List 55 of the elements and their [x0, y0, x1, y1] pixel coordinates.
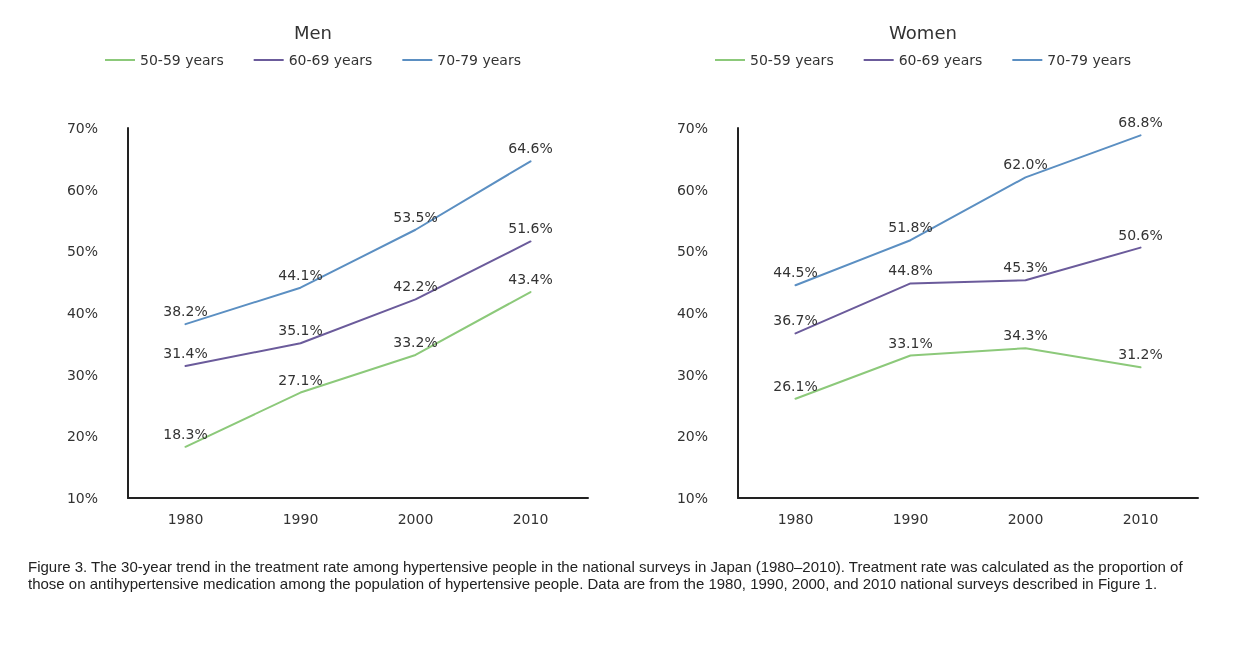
data-label: 42.2%	[393, 278, 438, 295]
data-label: 31.4%	[163, 345, 208, 362]
data-label: 51.8%	[888, 219, 933, 236]
data-label: 33.1%	[888, 334, 933, 351]
data-label: 27.1%	[278, 371, 323, 388]
data-label: 64.6%	[508, 140, 553, 157]
y-tick-label: 30%	[676, 366, 708, 383]
x-tick-label: 2000	[397, 511, 434, 527]
data-label: 38.2%	[163, 303, 208, 320]
data-label: 18.3%	[163, 425, 208, 442]
x-tick-label: 1990	[892, 511, 929, 527]
y-tick-label: 40%	[66, 305, 98, 321]
x-tick-label: 2010	[512, 511, 549, 527]
data-label: 26.1%	[773, 377, 818, 394]
y-tick-label: 50%	[676, 243, 708, 260]
caption: Figure 3. The 30-year trend in the treatment rate among hypertensive people in the national surveys in Japan (1980–2010). Treatment rate was calculated as the proportion of those on antihypertensive medication among the population of hypertensive people. Data are from the 1980, 1990, 2000, and 2010 national surveys described in Figure 1.	[28, 558, 1184, 592]
data-label: 50.6%	[1118, 226, 1163, 243]
x-tick-label: 1980	[167, 511, 204, 527]
data-label: 68.8%	[1118, 114, 1163, 131]
y-tick-label: 10%	[676, 490, 708, 506]
y-tick-label: 60%	[66, 181, 98, 198]
data-label: 43.4%	[508, 271, 553, 288]
legend-label: 60-69 years	[898, 52, 983, 68]
legend-label: 70-79 years	[1047, 52, 1131, 68]
legend-label: 70-79 years	[437, 52, 521, 68]
data-label: 35.1%	[278, 322, 323, 339]
x-tick-label: 2010	[1122, 511, 1159, 527]
data-label: 45.3%	[1003, 259, 1048, 276]
x-tick-label: 1990	[282, 511, 319, 527]
y-tick-label: 40%	[676, 305, 708, 321]
legend-label: 50-59 years	[140, 52, 224, 68]
y-tick-label: 30%	[66, 366, 98, 383]
y-tick-label: 20%	[676, 428, 708, 445]
y-tick-label: 70%	[66, 120, 98, 136]
data-label: 53.5%	[393, 208, 438, 225]
chart-title: Men	[293, 21, 333, 43]
y-tick-label: 60%	[676, 181, 708, 198]
y-tick-label: 10%	[66, 490, 98, 506]
legend-label: 50-59 years	[750, 52, 834, 68]
x-tick-label: 2000	[1007, 511, 1044, 527]
data-label: 62.0%	[1003, 156, 1048, 173]
legend-label: 60-69 years	[288, 52, 373, 68]
data-label: 36.7%	[773, 312, 818, 329]
data-label: 44.8%	[888, 262, 933, 279]
data-label: 51.6%	[508, 220, 553, 237]
y-tick-label: 50%	[66, 243, 98, 260]
x-tick-label: 1980	[777, 511, 814, 527]
y-tick-label: 20%	[66, 428, 98, 445]
data-label: 44.5%	[773, 264, 818, 281]
y-tick-label: 70%	[676, 120, 708, 136]
chart-title: Women	[889, 21, 957, 43]
data-label: 33.2%	[393, 333, 438, 350]
data-label: 44.1%	[278, 266, 323, 283]
data-label: 34.3%	[1003, 327, 1048, 344]
data-label: 31.2%	[1118, 346, 1163, 363]
